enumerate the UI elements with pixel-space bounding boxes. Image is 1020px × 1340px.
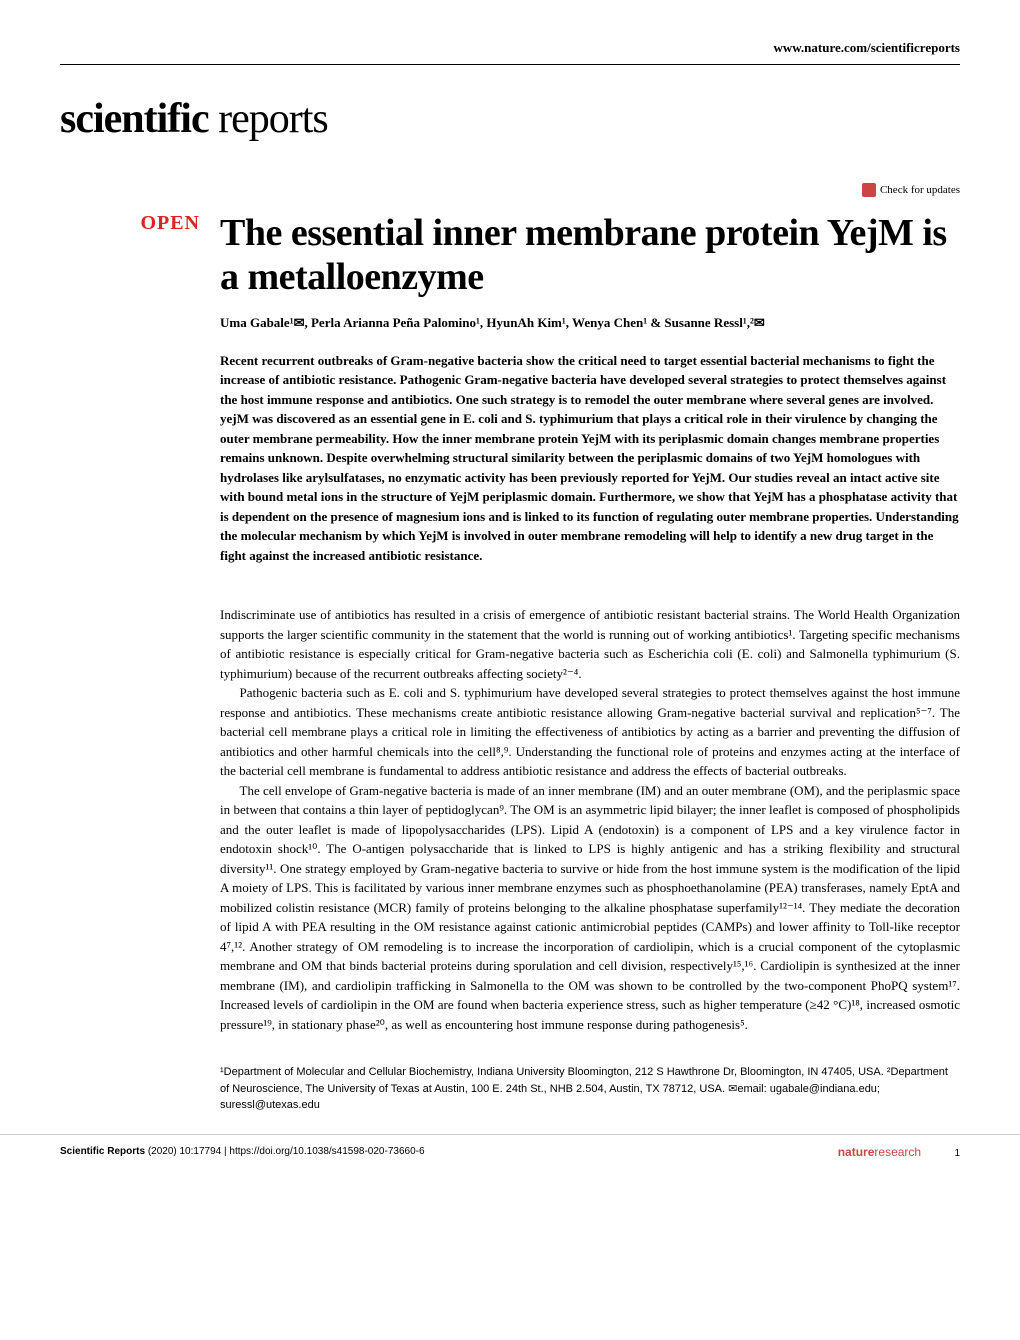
article-body: Indiscriminate use of antibiotics has re… xyxy=(220,605,960,1034)
footer-journal: Scientific Reports xyxy=(60,1146,145,1157)
page-footer: Scientific Reports (2020) 10:17794 | htt… xyxy=(0,1134,1020,1169)
article-title: The essential inner membrane protein Yej… xyxy=(220,212,960,299)
check-updates-button[interactable]: Check for updates xyxy=(60,183,960,197)
logo-bold: scientific xyxy=(60,96,209,142)
body-paragraph: Pathogenic bacteria such as E. coli and … xyxy=(220,683,960,781)
authors-list: Uma Gabale¹✉, Perla Arianna Peña Palomin… xyxy=(220,314,960,332)
footer-citation: (2020) 10:17794 xyxy=(148,1146,221,1157)
journal-logo: scientific reports xyxy=(60,95,960,143)
check-updates-label: Check for updates xyxy=(880,184,960,196)
check-updates-icon xyxy=(862,183,876,197)
logo-light: reports xyxy=(209,96,328,142)
header-link[interactable]: www.nature.com/scientificreports xyxy=(60,40,960,65)
footer-doi: | https://doi.org/10.1038/s41598-020-736… xyxy=(224,1146,425,1157)
page-number: 1 xyxy=(954,1148,960,1159)
open-access-badge: OPEN xyxy=(60,212,200,235)
affiliations: ¹Department of Molecular and Cellular Bi… xyxy=(220,1064,960,1114)
publisher-logo: natureresearch xyxy=(838,1145,925,1159)
abstract: Recent recurrent outbreaks of Gram-negat… xyxy=(220,351,960,566)
body-paragraph: The cell envelope of Gram-negative bacte… xyxy=(220,781,960,1035)
body-paragraph: Indiscriminate use of antibiotics has re… xyxy=(220,605,960,683)
